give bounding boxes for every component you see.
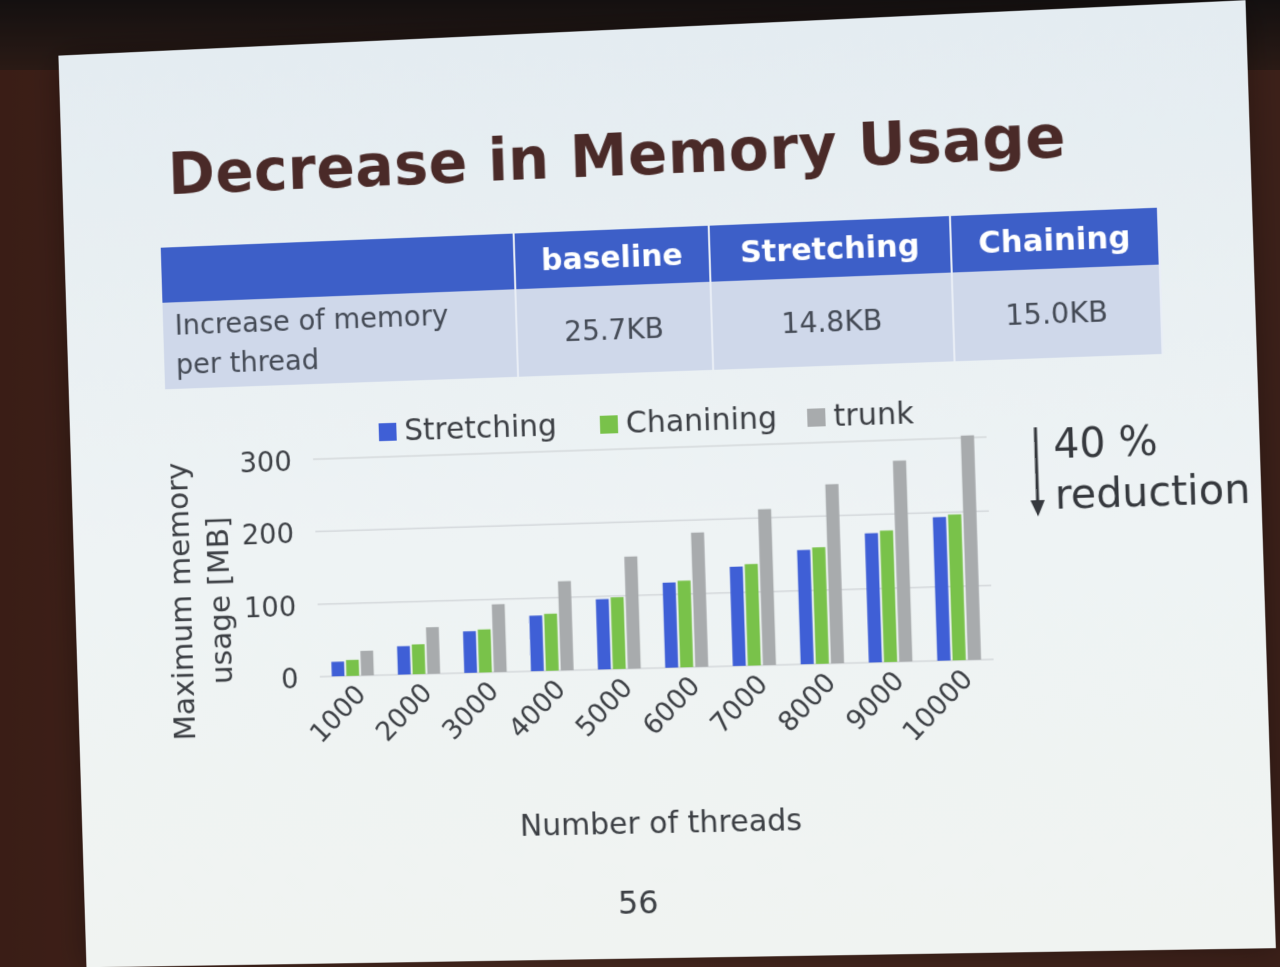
bar-trunk-2000 xyxy=(426,627,440,674)
x-tick-label: 1000 xyxy=(304,679,372,750)
bar-chanining-5000 xyxy=(611,597,626,669)
legend-label-chanining: Chanining xyxy=(625,400,777,441)
x-axis-label: Number of threads xyxy=(519,803,802,844)
bar-chanining-7000 xyxy=(745,564,761,666)
bar-stretching-10000 xyxy=(933,517,951,661)
x-tick-label: 6000 xyxy=(637,670,707,741)
down-arrow-icon xyxy=(1024,425,1049,519)
x-tick-label: 10000 xyxy=(896,663,979,748)
bar-trunk-3000 xyxy=(492,604,507,672)
bar-chanining-10000 xyxy=(948,514,966,660)
y-tick-label: 0 xyxy=(281,662,299,695)
y-tick-label: 300 xyxy=(239,445,292,480)
x-tick-label: 4000 xyxy=(503,674,572,745)
bar-trunk-1000 xyxy=(360,651,373,676)
y-axis-label-line1: Maximum memory xyxy=(160,462,203,741)
y-tick-label: 200 xyxy=(241,517,294,551)
bar-chanining-6000 xyxy=(678,580,694,667)
bar-chanining-2000 xyxy=(412,644,426,674)
reduction-annotation: 40 % reduction xyxy=(1052,413,1251,521)
bar-stretching-7000 xyxy=(730,566,746,666)
bar-trunk-6000 xyxy=(691,532,708,667)
legend-label-trunk: trunk xyxy=(833,396,915,434)
page-number: 56 xyxy=(617,883,659,922)
bar-chanining-4000 xyxy=(544,614,559,671)
bar-stretching-4000 xyxy=(529,615,544,671)
x-tick-label: 3000 xyxy=(436,675,505,746)
x-tick-label: 8000 xyxy=(772,667,842,739)
bar-chanining-8000 xyxy=(812,547,829,664)
bar-trunk-5000 xyxy=(624,556,640,668)
x-tick-label: 2000 xyxy=(370,677,439,748)
y-tick-label: 100 xyxy=(244,590,297,624)
presentation-slide: Decrease in Memory Usage baseline Stretc… xyxy=(58,0,1275,967)
bar-trunk-7000 xyxy=(758,509,776,665)
bar-stretching-1000 xyxy=(331,662,344,677)
bar-stretching-8000 xyxy=(797,550,814,665)
bar-stretching-2000 xyxy=(397,646,411,675)
bar-chanining-9000 xyxy=(880,530,897,662)
gridline xyxy=(315,511,989,532)
legend-label-stretching: Stretching xyxy=(404,408,558,448)
reduction-label: reduction xyxy=(1054,466,1251,519)
bar-stretching-3000 xyxy=(463,631,477,673)
bar-stretching-9000 xyxy=(865,533,882,663)
reduction-percent: 40 % xyxy=(1053,418,1159,468)
bar-stretching-6000 xyxy=(663,582,679,667)
y-axis-label-line2: usage [MB] xyxy=(201,516,240,684)
bar-trunk-8000 xyxy=(825,484,844,664)
bar-chanining-3000 xyxy=(478,629,492,672)
bar-trunk-4000 xyxy=(558,581,574,671)
legend-swatch-trunk xyxy=(807,408,826,427)
bar-stretching-5000 xyxy=(596,599,611,670)
legend-swatch-chanining xyxy=(600,415,618,434)
bar-chanining-1000 xyxy=(346,660,359,676)
x-tick-label: 7000 xyxy=(704,668,774,740)
x-tick-label: 5000 xyxy=(570,672,640,743)
legend-swatch-stretching xyxy=(379,423,397,441)
